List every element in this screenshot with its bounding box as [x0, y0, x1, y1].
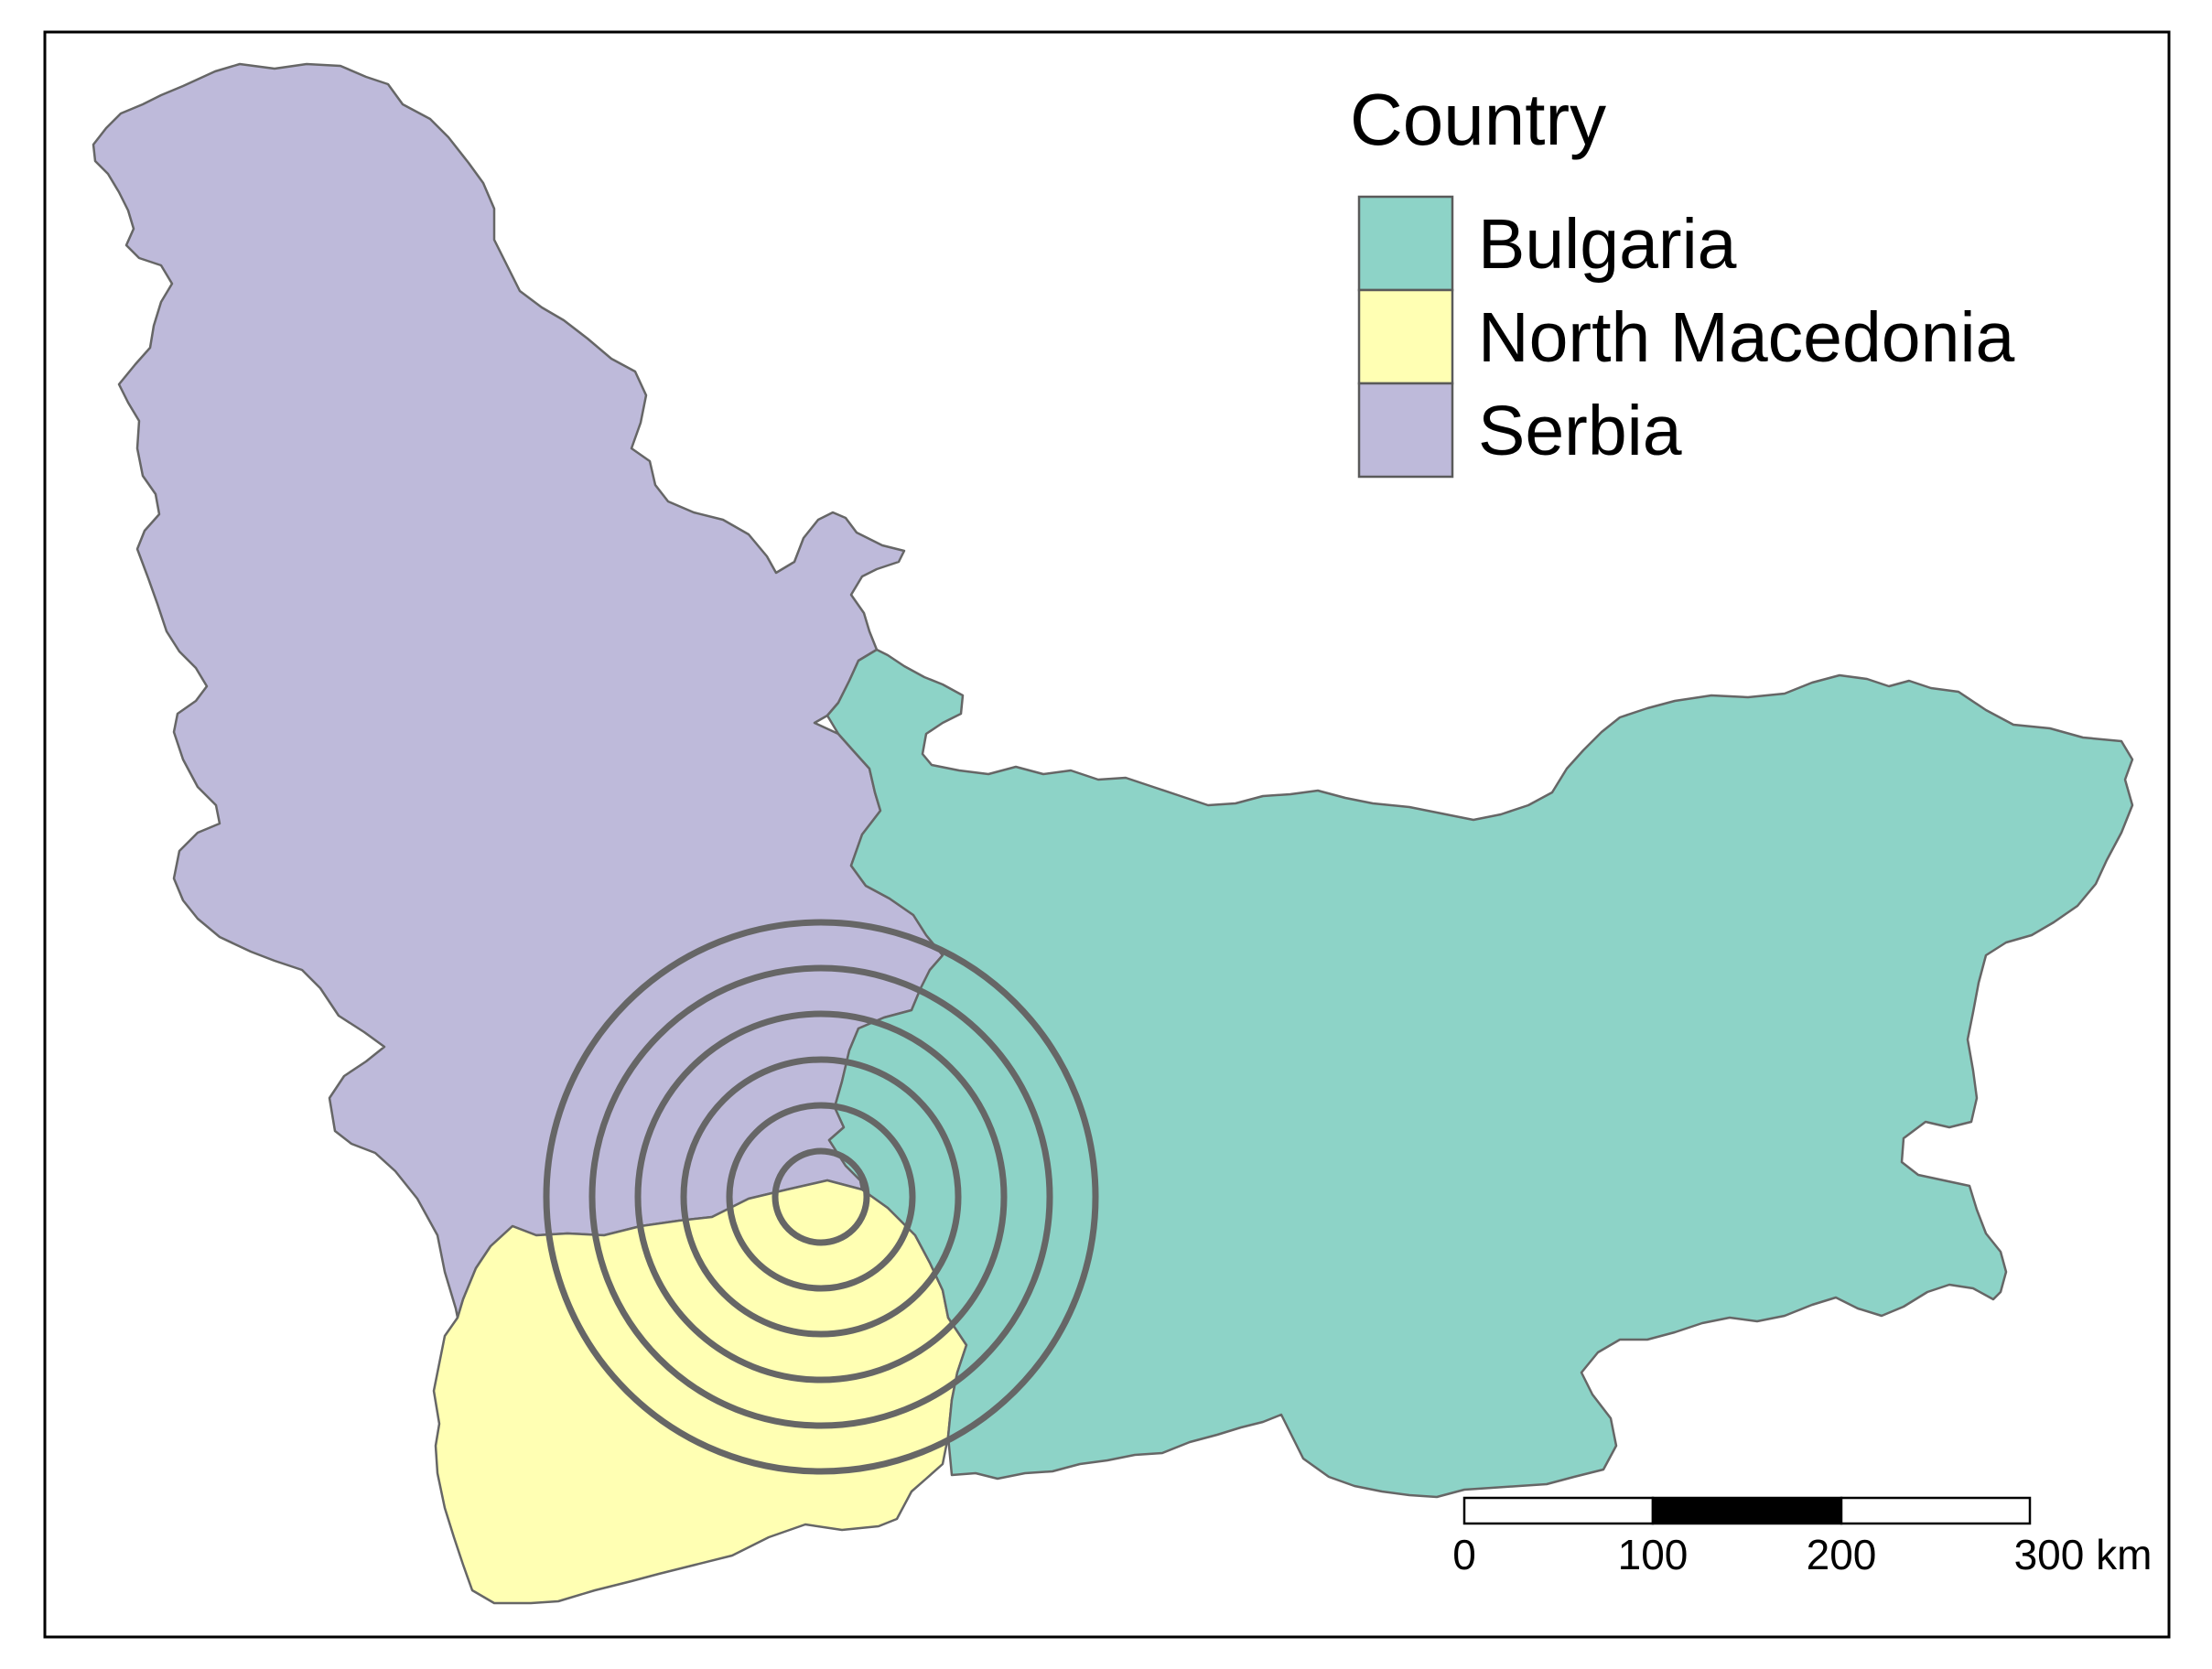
- legend-swatch-serbia: [1357, 382, 1454, 479]
- region-bulgaria-body: [825, 648, 2134, 1499]
- buffer-ring-5: [588, 964, 1053, 1429]
- buffer-ring-6: [543, 919, 1099, 1475]
- scale-segment-3: [1840, 1496, 2032, 1525]
- buffer-ring-3: [680, 1056, 962, 1338]
- buffer-ring-4: [634, 1010, 1008, 1384]
- scale-label-100: 100: [1618, 1531, 1689, 1578]
- scale-segment-2: [1651, 1496, 1843, 1525]
- scale-bar: 0 100 200 300 km: [1452, 1496, 2153, 1578]
- legend-swatch-bulgaria: [1357, 195, 1454, 292]
- legend-title: Country: [1350, 79, 1606, 160]
- legend-label-bulgaria: Bulgaria: [1478, 205, 1737, 284]
- buffer-ring-1: [772, 1147, 870, 1246]
- legend-swatch-north-macedonia: [1357, 288, 1454, 385]
- legend-label-serbia: Serbia: [1478, 392, 1682, 470]
- buffer-ring-2: [726, 1102, 916, 1292]
- scale-segment-1: [1462, 1496, 1655, 1525]
- buffer-rings: [543, 919, 1099, 1475]
- scale-label-300-km: 300 km: [2014, 1531, 2153, 1578]
- legend: Country Bulgaria North Macedonia Serbia: [1350, 79, 2015, 479]
- scale-label-0: 0: [1452, 1531, 1476, 1578]
- scale-label-200: 200: [1807, 1531, 1877, 1578]
- legend-label-north-macedonia: North Macedonia: [1478, 298, 2015, 377]
